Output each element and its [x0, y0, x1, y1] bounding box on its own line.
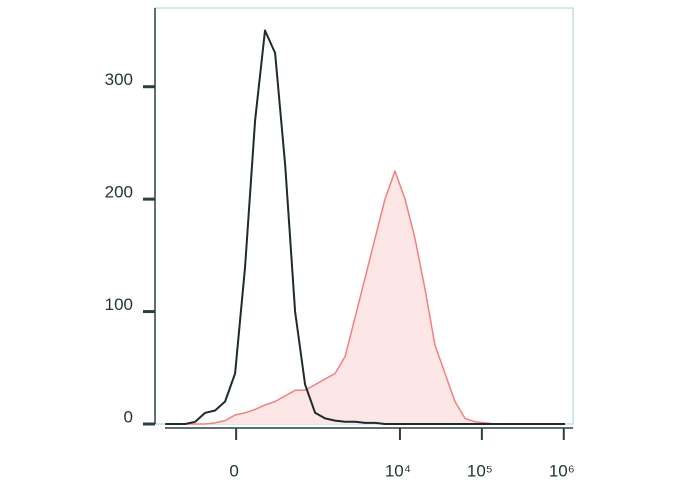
x-tick-label: 0	[229, 461, 238, 480]
area	[165, 171, 565, 424]
x-tick-label: 10⁵	[467, 461, 493, 480]
y-tick-label: 200	[105, 183, 133, 202]
y-tick-label: 0	[124, 407, 133, 426]
x-tick-label: 10⁶	[549, 461, 575, 480]
line	[165, 29, 565, 425]
x-tick-label: 10⁴	[385, 461, 411, 480]
y-tick-label: 100	[105, 295, 133, 314]
y-tick-label: 300	[105, 70, 133, 89]
